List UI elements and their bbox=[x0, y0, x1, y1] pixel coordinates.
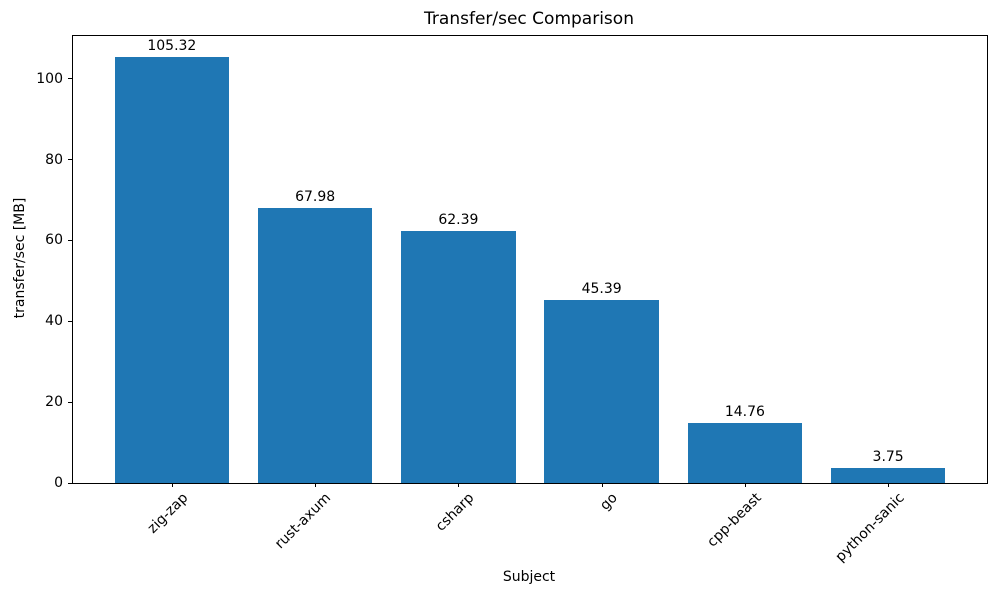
chart-title: Transfer/sec Comparison bbox=[424, 9, 634, 29]
y-tick-mark bbox=[68, 159, 72, 161]
plot-area: 0 20 40 60 80 100 105.32 zig-zap 67.98 rust-axum 6… bbox=[36, 35, 988, 565]
bar-rust-axum bbox=[257, 208, 373, 483]
x-tick-mark bbox=[458, 483, 460, 487]
x-tick-label-go: go bbox=[597, 490, 621, 514]
x-tick-label-zig-zap: zig-zap bbox=[144, 490, 192, 537]
bar-cpp-beast bbox=[687, 423, 803, 483]
y-tick-mark bbox=[68, 239, 72, 241]
x-tick-label-cpp-beast: cpp-beast bbox=[703, 490, 765, 551]
bar-value-label: 14.76 bbox=[724, 404, 765, 421]
bar-csharp bbox=[401, 230, 516, 483]
y-tick-label: 20 bbox=[45, 394, 63, 411]
x-tick-mark bbox=[744, 483, 746, 487]
x-tick-label-rust-axum: rust-axum bbox=[272, 490, 335, 553]
y-tick-label: 60 bbox=[45, 232, 63, 249]
y-tick-mark bbox=[68, 320, 72, 322]
x-tick-mark bbox=[888, 483, 890, 487]
bar-go bbox=[544, 299, 659, 483]
x-tick-label-python-sanic: python-sanic bbox=[832, 490, 908, 566]
y-tick-mark bbox=[68, 482, 72, 484]
bar-python-sanic bbox=[830, 467, 946, 483]
bar-value-label: 45.39 bbox=[581, 280, 622, 297]
y-tick-label: 100 bbox=[36, 70, 63, 87]
y-tick-label: 80 bbox=[45, 151, 63, 168]
bar-zig-zap bbox=[114, 57, 230, 483]
bar-value-label: 67.98 bbox=[295, 189, 336, 206]
bar-value-label: 3.75 bbox=[872, 448, 904, 465]
x-axis-label: Subject bbox=[502, 569, 556, 585]
x-tick-label-csharp: csharp bbox=[433, 490, 478, 535]
y-tick-label: 40 bbox=[45, 313, 63, 330]
y-tick-label: 0 bbox=[54, 475, 63, 491]
y-tick-mark bbox=[68, 78, 72, 80]
x-tick-mark bbox=[171, 483, 173, 487]
bar-value-label: 62.39 bbox=[438, 211, 479, 228]
y-tick-mark bbox=[68, 401, 72, 403]
x-tick-mark bbox=[315, 483, 317, 487]
x-tick-mark bbox=[601, 483, 603, 487]
bar-value-label: 105.32 bbox=[147, 38, 197, 55]
